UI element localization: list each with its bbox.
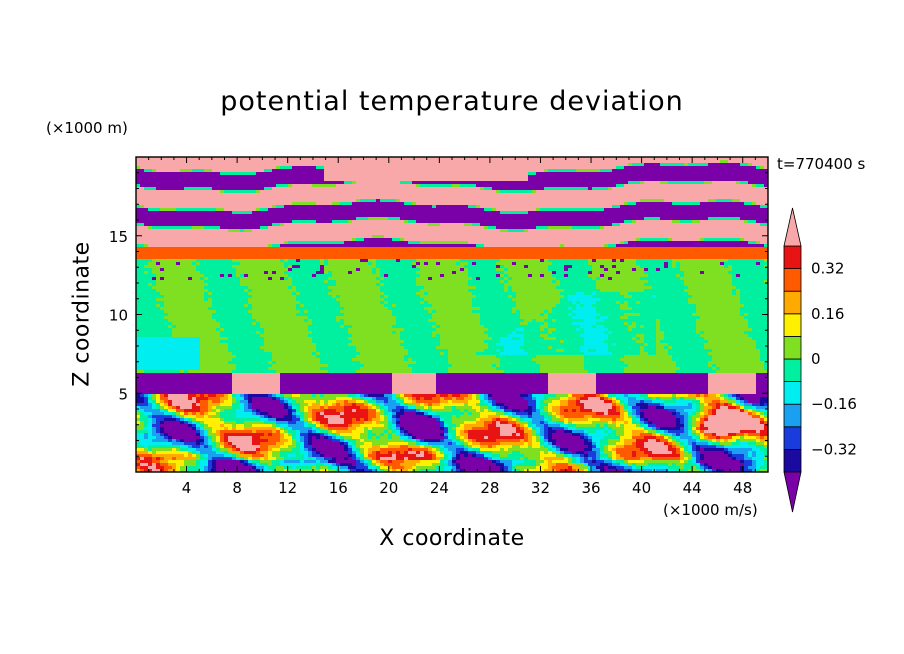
y-tick-label: 10: [109, 307, 128, 325]
x-axis-unit: (×1000 m/s): [663, 501, 758, 519]
colorbar-segment: [783, 358, 802, 383]
colorbar-segment: [783, 313, 802, 337]
x-axis-label: X coordinate: [379, 526, 525, 551]
y-tick-label: 15: [109, 228, 128, 246]
colorbar-label: 0.32: [811, 260, 844, 278]
x-tick-label: 44: [683, 479, 702, 497]
x-tick-label: 32: [531, 479, 550, 497]
z-axis-unit: (×1000 m): [46, 119, 128, 137]
colorbar-segment: [783, 245, 802, 270]
contour-field: [136, 157, 768, 472]
colorbar-segment: [783, 381, 802, 405]
x-tick-label: 24: [430, 479, 449, 497]
x-tick-label: 4: [182, 479, 192, 497]
colorbar: 0.32 0.16 0 −0.16 −0.32: [783, 207, 857, 513]
colorbar-segment: [783, 268, 802, 292]
x-tick-label: 28: [480, 479, 499, 497]
time-label: t=770400 s: [777, 155, 866, 173]
colorbar-label: 0: [811, 350, 821, 368]
x-tick-label: 8: [232, 479, 242, 497]
colorbar-segment: [783, 290, 802, 315]
x-tick-label: 12: [278, 479, 297, 497]
chart-title: potential temperature deviation: [220, 86, 684, 117]
colorbar-segment: [783, 335, 802, 360]
colorbar-segment: [783, 448, 802, 473]
x-tick-label: 36: [581, 479, 600, 497]
x-axis: 4 8 12 16 20 24 28 32 36 40 44 48: [148, 157, 756, 497]
colorbar-label: −0.32: [811, 440, 857, 458]
colorbar-label: −0.16: [811, 395, 857, 413]
colorbar-upper-extension: [783, 207, 802, 247]
colorbar-lower-extension: [783, 471, 802, 513]
colorbar-label: 0.16: [811, 305, 844, 323]
x-tick-label: 48: [733, 479, 752, 497]
x-tick-label: 40: [632, 479, 651, 497]
y-tick-label: 5: [118, 385, 128, 403]
x-tick-label: 20: [379, 479, 398, 497]
colorbar-segment: [783, 403, 802, 428]
y-axis: 5 10 15: [109, 172, 768, 457]
colorbar-segment: [783, 426, 802, 450]
x-tick-label: 16: [329, 479, 348, 497]
